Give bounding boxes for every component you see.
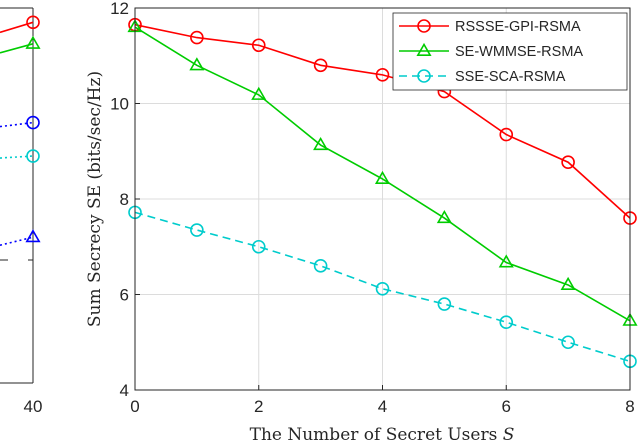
- data-point: [313, 259, 328, 273]
- legend-label: RSSSE-GPI-RSMA: [455, 19, 581, 35]
- data-point: [436, 209, 452, 224]
- data-point: [561, 335, 575, 350]
- x-tick-label: 0: [130, 397, 139, 416]
- data-point: [190, 30, 204, 45]
- data-point: [561, 155, 575, 170]
- left-x-tick-label: 40: [24, 397, 43, 416]
- x-tick-label: 2: [254, 397, 263, 416]
- series-layer: [127, 17, 638, 369]
- data-point: [189, 57, 205, 71]
- legend-label: SE-WMMSE-RSMA: [455, 44, 583, 60]
- x-axis-label-var: S: [503, 425, 515, 444]
- left-series-line: [0, 236, 34, 246]
- legend-marker: [417, 69, 431, 83]
- data-point: [498, 254, 514, 268]
- x-axis-label: The Number of Secret Users S: [250, 425, 515, 444]
- legend-label: SSE-SCA-RSMA: [455, 69, 566, 85]
- data-point: [375, 281, 390, 296]
- data-point: [251, 38, 266, 53]
- data-point: [251, 86, 267, 100]
- x-axis-label-text: The Number of Secret Users: [250, 425, 503, 444]
- series-line-0: [134, 23, 631, 219]
- legend-marker: [417, 19, 431, 33]
- data-point: [560, 276, 576, 290]
- data-point: [437, 297, 452, 311]
- data-point: [499, 315, 514, 329]
- data-point: [190, 223, 204, 237]
- left-series-line: [0, 155, 34, 159]
- series-line-1: [134, 26, 631, 322]
- left-data-point: [25, 229, 41, 243]
- left-data-point: [26, 115, 40, 130]
- y-tick-label: 4: [120, 381, 129, 400]
- y-tick-label: 8: [120, 190, 129, 209]
- data-point: [499, 127, 514, 142]
- left-data-point: [26, 149, 40, 163]
- y-axis-label: Sum Secrecy SE (bits/sec/Hz): [85, 71, 105, 327]
- x-tick-label: 4: [378, 397, 387, 416]
- data-point: [313, 58, 328, 73]
- left-series-line: [0, 121, 34, 128]
- y-tick-label: 10: [110, 95, 129, 114]
- legend: RSSSE-GPI-RSMA SE-WMMSE-RSMA SSE-SCA-RSMA: [392, 12, 628, 91]
- legend-marker: [416, 42, 432, 57]
- y-tick-label: 6: [120, 286, 129, 305]
- data-point: [313, 136, 329, 151]
- main-chart: 0 2 4 6 8 4 6 8 10 12 Sum Secrecy SE (bits/sec/Hz…: [85, 0, 638, 444]
- x-tick-label: 6: [502, 397, 511, 416]
- left-data-point: [25, 35, 41, 49]
- left-partial-chart: 40: [0, 7, 43, 416]
- tick-labels: 0 2 4 6 8 4 6 8 10 12: [110, 0, 635, 416]
- data-point: [374, 170, 391, 184]
- series-line-2: [134, 211, 631, 363]
- data-point: [251, 239, 266, 254]
- left-series-line: [0, 21, 34, 34]
- data-point: [375, 68, 390, 82]
- left-data-point: [26, 15, 40, 30]
- y-tick-label: 12: [110, 0, 129, 18]
- x-tick-label: 8: [625, 397, 634, 416]
